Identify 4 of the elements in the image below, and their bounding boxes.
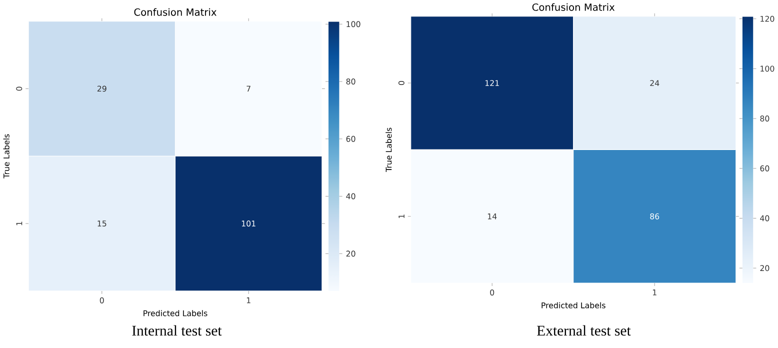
chart-title: Confusion Matrix	[532, 3, 615, 11]
text: Internal test set	[132, 325, 222, 336]
chart-title: Confusion Matrix	[134, 8, 216, 16]
text: External test set	[537, 325, 631, 336]
